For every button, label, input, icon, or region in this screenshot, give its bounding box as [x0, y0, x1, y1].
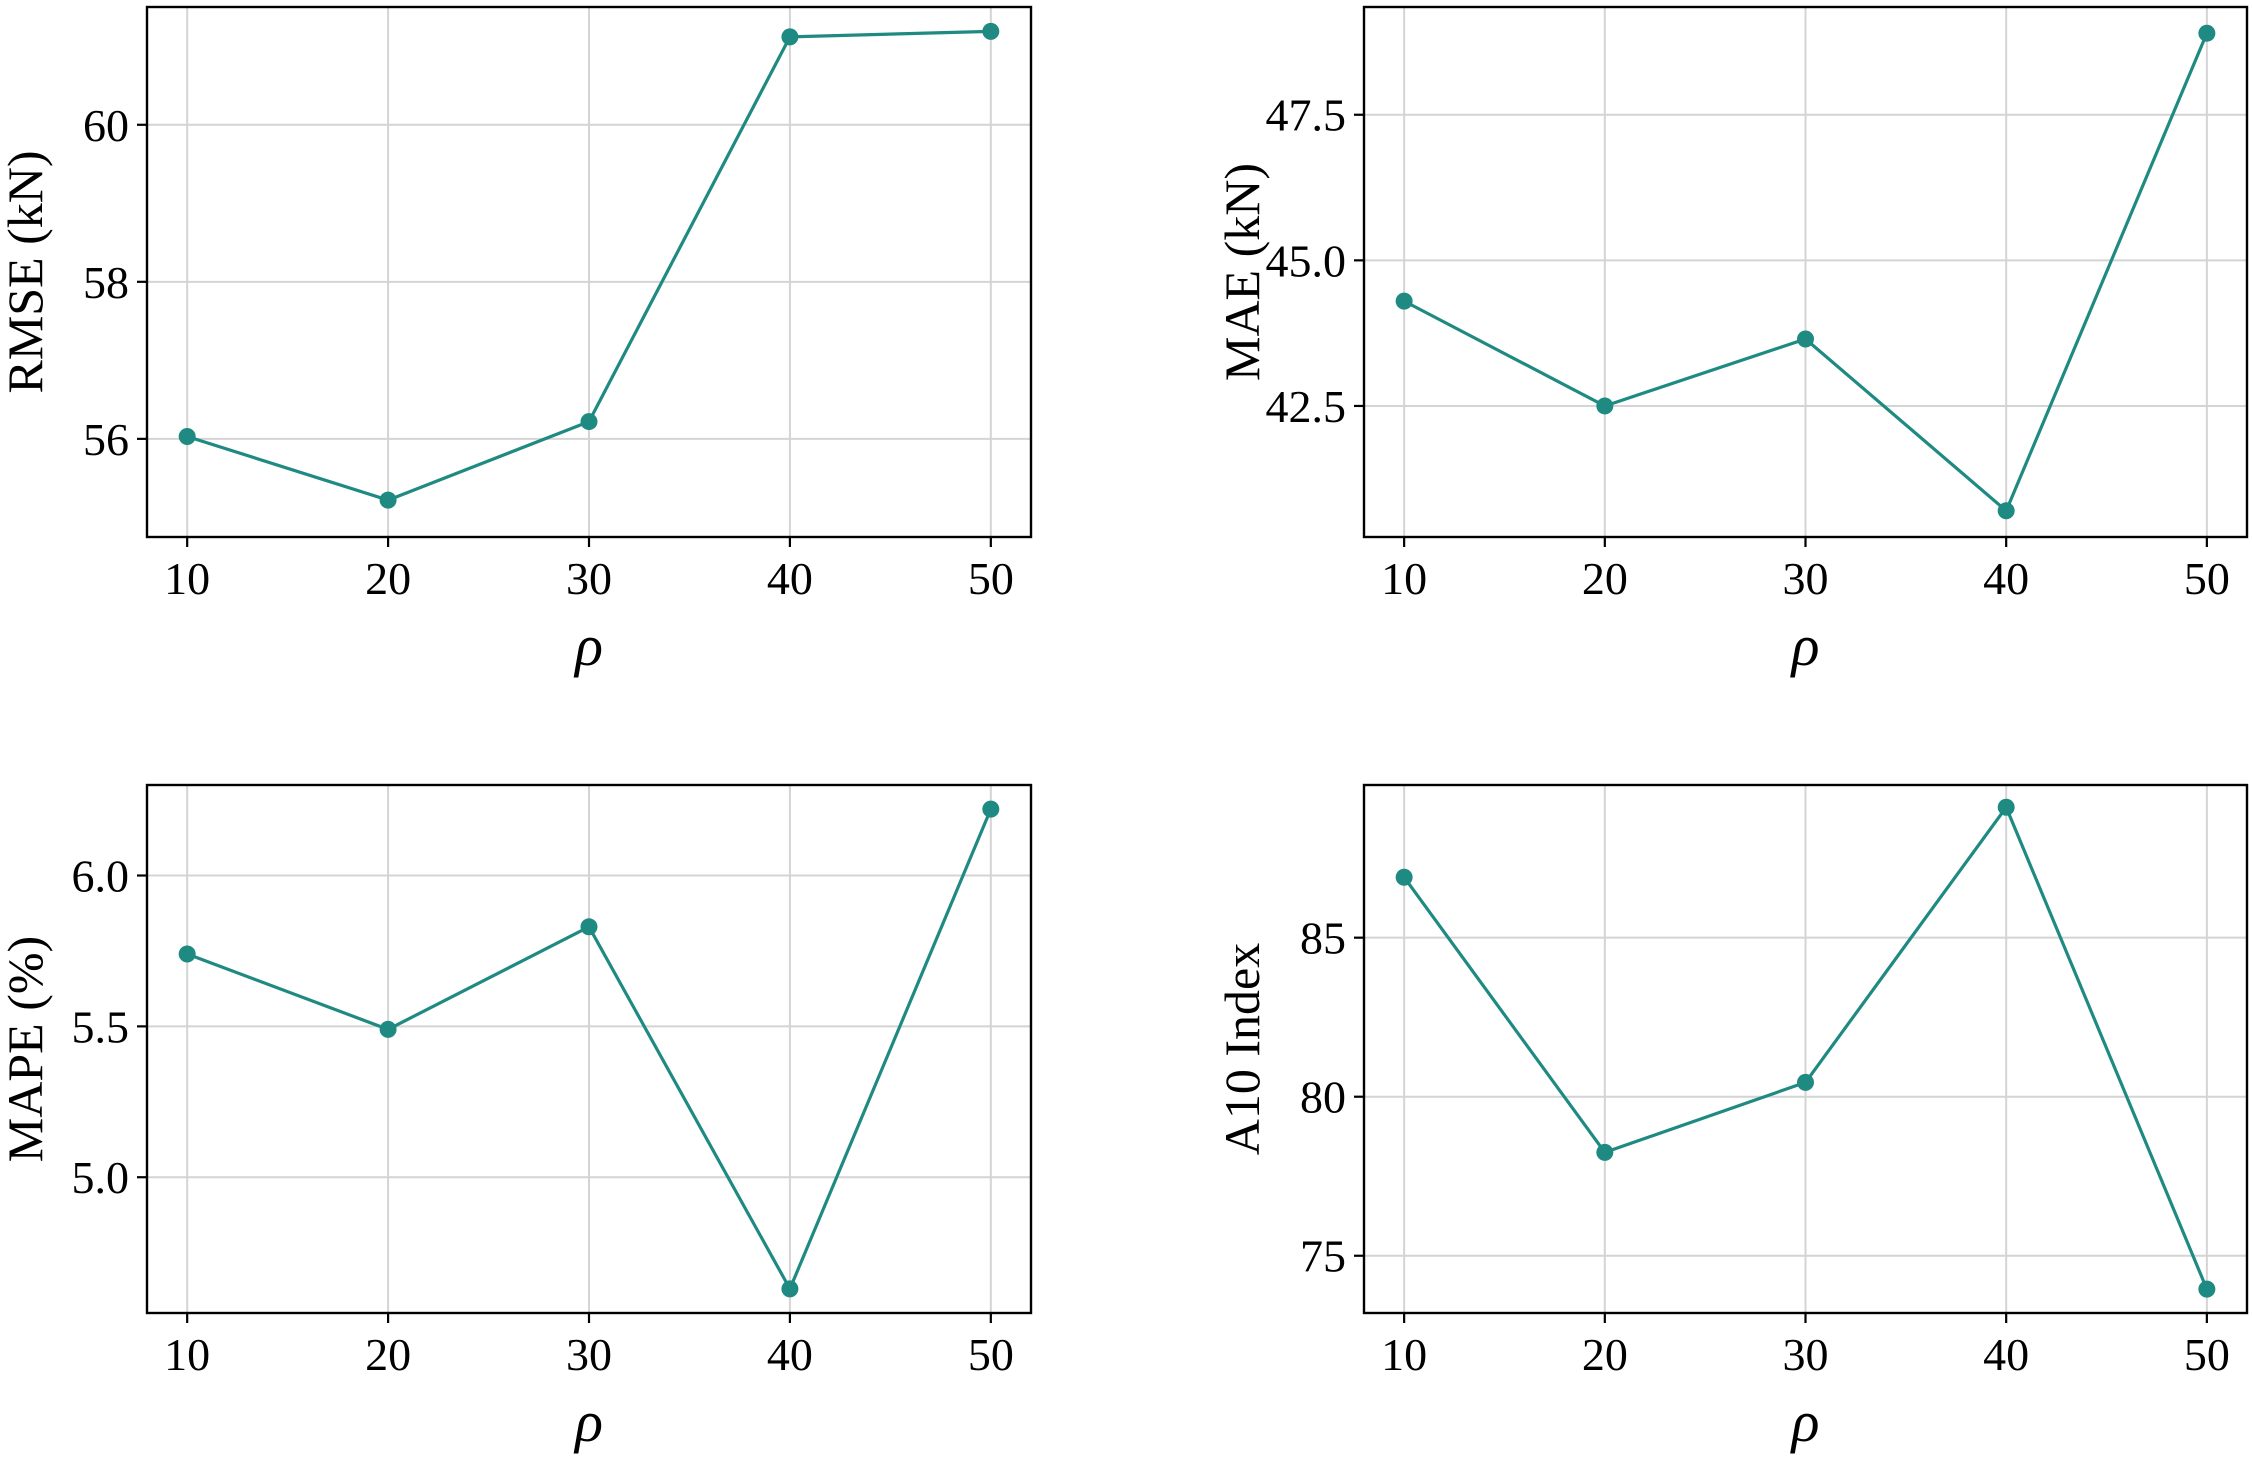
rmse-x-tick-label: 50 — [968, 553, 1014, 604]
rmse-x-tick-label: 20 — [365, 553, 411, 604]
a10-index-data-point — [1797, 1073, 1814, 1091]
mape-data-point — [781, 1280, 799, 1298]
rmse-y-axis-label: RMSE (kN) — [0, 150, 53, 393]
rmse-data-point — [982, 22, 1000, 40]
a10-index-data-point — [2198, 1280, 2216, 1298]
mae-y-tick-label: 42.5 — [1266, 381, 1347, 432]
mape-panel: 10 20 30 40 50 5.0 5.5 6.0 ρ MAPE (%) — [0, 783, 1033, 1454]
mape-y-axis-label: MAPE (%) — [0, 936, 53, 1162]
a10-index-y-axis-label: A10 Index — [1214, 943, 1270, 1155]
rmse-y-tick-label: 56 — [83, 414, 129, 465]
rmse-data-point — [781, 28, 799, 46]
mae-data-point — [1997, 502, 2015, 520]
a10-index-x-tick-label: 10 — [1381, 1329, 1427, 1380]
mae-data-point — [1395, 292, 1413, 310]
a10-index-x-tick-label: 40 — [1983, 1329, 2029, 1380]
rmse-y-tick-label: 60 — [83, 100, 129, 151]
a10-index-x-tick-label: 30 — [1783, 1329, 1829, 1380]
rmse-panel: 10 20 30 40 50 56 58 60 ρ RMSE (kN) — [0, 5, 1033, 678]
mape-x-axis-label: ρ — [573, 1389, 603, 1454]
mae-x-axis-label: ρ — [1790, 613, 1820, 678]
rmse-x-tick-label: 10 — [164, 553, 210, 604]
rmse-data-point — [178, 427, 196, 445]
mape-data-point — [379, 1020, 397, 1038]
a10-index-panel: 10 20 30 40 50 75 80 85 ρ A10 Index — [1214, 783, 2249, 1454]
mape-data-point — [982, 800, 1000, 818]
a10-index-data-point — [1997, 798, 2015, 816]
mape-x-tick-label: 20 — [365, 1329, 411, 1380]
a10-index-y-tick-label: 75 — [1300, 1231, 1346, 1282]
mape-y-tick-label: 5.0 — [72, 1152, 130, 1203]
mape-x-tick-label: 40 — [767, 1329, 813, 1380]
a10-index-x-tick-label: 50 — [2184, 1329, 2230, 1380]
mape-y-tick-label: 6.0 — [72, 851, 130, 902]
rmse-x-tick-label: 40 — [767, 553, 813, 604]
rmse-x-tick-label: 30 — [566, 553, 612, 604]
mape-x-tick-label: 10 — [164, 1329, 210, 1380]
mape-x-tick-label: 30 — [566, 1329, 612, 1380]
rmse-data-point — [580, 413, 598, 431]
rmse-data-point — [379, 491, 397, 509]
a10-index-data-point — [1395, 868, 1413, 886]
a10-index-data-point — [1596, 1143, 1614, 1161]
mae-y-tick-label: 47.5 — [1266, 90, 1347, 141]
mae-x-tick-label: 50 — [2184, 553, 2230, 604]
mae-data-point — [1797, 330, 1814, 348]
mae-x-tick-label: 10 — [1381, 553, 1427, 604]
mae-x-tick-label: 20 — [1582, 553, 1628, 604]
mae-data-point — [2198, 24, 2216, 42]
a10-index-y-tick-label: 80 — [1300, 1072, 1346, 1123]
mape-data-point — [178, 945, 196, 963]
mape-data-point — [580, 918, 598, 936]
a10-index-y-tick-label: 85 — [1300, 913, 1346, 964]
mape-x-tick-label: 50 — [968, 1329, 1014, 1380]
mae-x-tick-label: 40 — [1983, 553, 2029, 604]
rmse-x-axis-label: ρ — [573, 613, 603, 678]
mae-y-axis-label: MAE (kN) — [1214, 163, 1270, 381]
a10-index-x-axis-label: ρ — [1790, 1389, 1820, 1454]
mae-data-point — [1596, 397, 1614, 415]
mape-y-tick-label: 5.5 — [72, 1001, 130, 1052]
mae-panel: 10 20 30 40 50 42.5 45.0 47.5 ρ MAE (kN) — [1214, 5, 2249, 678]
mae-y-tick-label: 45.0 — [1266, 235, 1347, 286]
rmse-y-tick-label: 58 — [83, 257, 129, 308]
mae-x-tick-label: 30 — [1783, 553, 1829, 604]
a10-index-x-tick-label: 20 — [1582, 1329, 1628, 1380]
